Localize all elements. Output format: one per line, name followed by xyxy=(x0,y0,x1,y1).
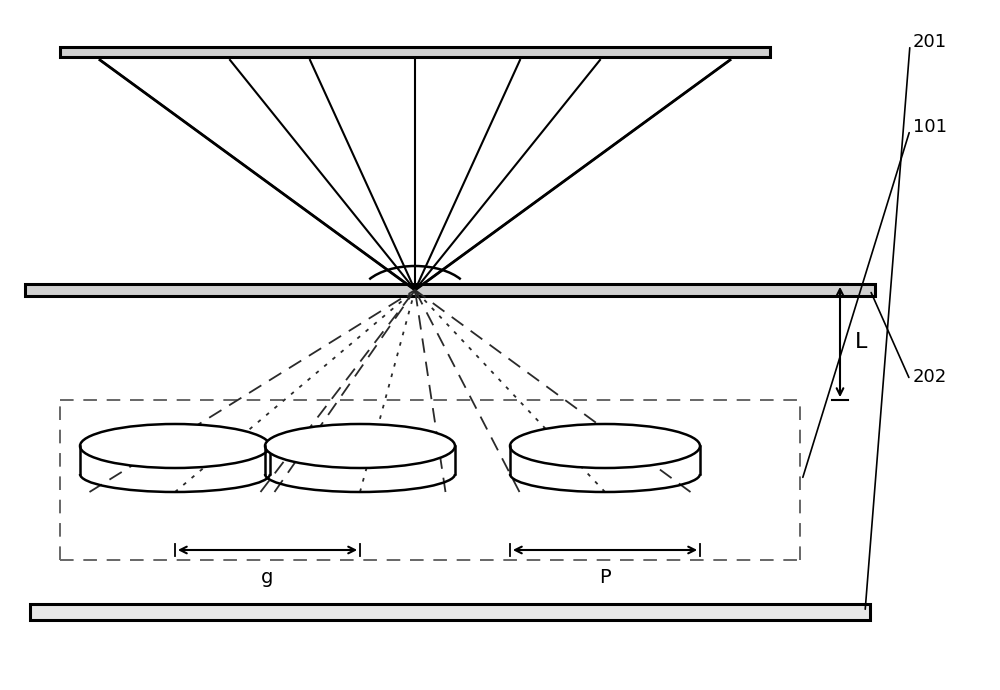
Bar xyxy=(25,284,875,296)
Bar xyxy=(30,604,870,620)
Text: P: P xyxy=(599,568,611,587)
Text: g: g xyxy=(261,568,274,587)
Text: 202: 202 xyxy=(913,368,947,386)
Text: L: L xyxy=(855,332,867,352)
Ellipse shape xyxy=(265,424,455,468)
Text: 101: 101 xyxy=(913,118,947,136)
Bar xyxy=(60,47,770,57)
Ellipse shape xyxy=(510,424,700,468)
Ellipse shape xyxy=(80,424,270,468)
Text: 201: 201 xyxy=(913,33,947,51)
